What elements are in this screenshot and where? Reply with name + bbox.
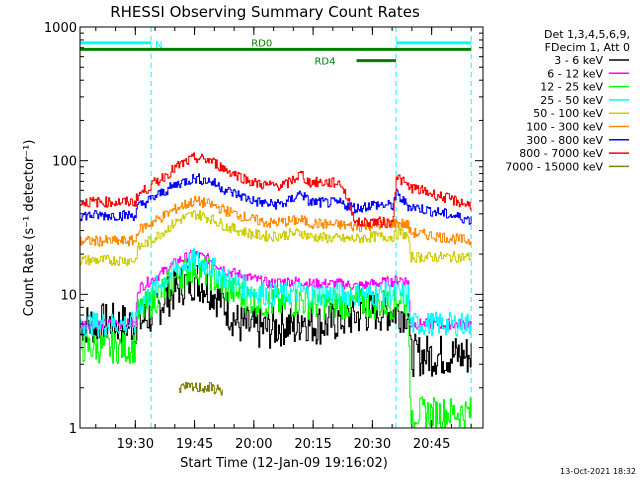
series-line: [80, 173, 472, 225]
legend-label: 7000 - 15000 keV: [505, 160, 603, 173]
series-line: [80, 152, 472, 229]
y-tick-label: 100: [52, 155, 77, 170]
plot-area: N RD0 RD4: [80, 27, 472, 429]
series-line: [178, 381, 223, 396]
chart-title: RHESSI Observing Summary Count Rates: [110, 3, 420, 21]
x-axis-label: Start Time (12-Jan-09 19:16:02): [180, 456, 388, 471]
legend-label: 800 - 7000 keV: [519, 147, 603, 160]
x-tick-label: 20:45: [413, 437, 450, 452]
series-line: [80, 265, 472, 377]
x-tick-label: 20:30: [354, 437, 391, 452]
legend: Det 1,3,4,5,6,9, FDecim 1, Att 0 3 - 6 k…: [505, 28, 630, 173]
x-tick-label: 19:30: [117, 437, 154, 452]
legend-label: 50 - 100 keV: [533, 107, 603, 120]
x-tick-label: 20:15: [294, 437, 331, 452]
legend-label: 25 - 50 keV: [540, 94, 603, 107]
legend-header-line-2: FDecim 1, Att 0: [545, 41, 630, 54]
axes: 19:30 19:45 20:00 20:15 20:30 20:45 1 10 100 1000: [44, 21, 484, 452]
legend-label: 6 - 12 keV: [547, 67, 603, 80]
y-tick-label: 1000: [44, 21, 77, 36]
legend-label: 3 - 6 keV: [554, 54, 603, 67]
legend-label: 12 - 25 keV: [540, 81, 603, 94]
y-tick-label: 1: [69, 422, 77, 437]
annotation-label: RD4: [314, 57, 335, 68]
timestamp: 13-Oct-2021 18:32: [560, 467, 636, 476]
series-line: [80, 248, 472, 337]
annotation-label: N: [155, 40, 162, 51]
plot-frame: [79, 26, 484, 429]
x-tick-label: 20:00: [235, 437, 272, 452]
annotation-label: RD0: [251, 38, 272, 49]
legend-header-line-1: Det 1,3,4,5,6,9,: [544, 28, 630, 41]
series-line: [80, 210, 472, 266]
legend-label: 300 - 800 keV: [526, 134, 603, 147]
y-axis-label: Count Rate (s⁻¹ detector⁻¹): [22, 140, 37, 317]
x-tick-label: 19:45: [176, 437, 213, 452]
series-line: [80, 195, 472, 247]
legend-label: 100 - 300 keV: [526, 121, 603, 134]
y-tick-label: 10: [60, 288, 77, 303]
